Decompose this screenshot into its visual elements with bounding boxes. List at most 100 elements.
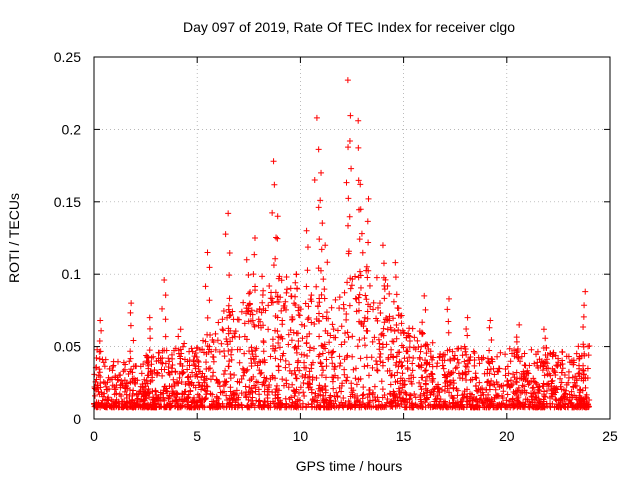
data-point <box>323 374 330 381</box>
data-point <box>291 300 298 307</box>
data-point <box>398 320 405 327</box>
data-point <box>507 377 514 384</box>
data-point <box>285 341 292 348</box>
data-point <box>194 357 201 364</box>
data-point <box>378 378 385 385</box>
data-point <box>115 377 122 384</box>
data-point <box>356 236 363 243</box>
data-point <box>113 403 120 410</box>
data-point <box>223 335 230 342</box>
data-point <box>495 403 502 410</box>
data-point <box>316 333 323 340</box>
data-point <box>298 321 305 328</box>
data-point <box>492 392 499 399</box>
data-point <box>544 360 551 367</box>
data-point <box>205 349 212 356</box>
data-point <box>352 375 359 382</box>
data-point <box>184 398 191 405</box>
data-point <box>202 338 209 345</box>
data-point <box>299 373 306 380</box>
data-point <box>395 326 402 333</box>
data-point <box>378 331 385 338</box>
data-points <box>91 77 593 411</box>
data-point <box>411 334 418 341</box>
data-point <box>463 351 470 358</box>
data-point <box>135 391 142 398</box>
data-point <box>309 374 316 381</box>
data-point <box>283 286 290 293</box>
data-point <box>130 387 137 394</box>
data-point <box>194 344 201 351</box>
data-point <box>522 401 529 408</box>
data-point <box>343 179 350 186</box>
data-point <box>99 356 106 363</box>
data-point <box>160 403 167 410</box>
data-point <box>323 309 330 316</box>
data-point <box>117 372 124 379</box>
data-point <box>446 346 453 353</box>
data-point <box>374 361 381 368</box>
data-point <box>464 332 471 339</box>
data-point <box>152 388 159 395</box>
data-point <box>324 404 331 411</box>
data-point <box>488 400 495 407</box>
data-point <box>540 380 547 387</box>
data-point <box>201 396 208 403</box>
data-point <box>546 370 553 377</box>
data-point <box>260 379 267 386</box>
data-point <box>276 344 283 351</box>
data-point <box>247 355 254 362</box>
data-point <box>461 388 468 395</box>
data-point <box>134 377 141 384</box>
data-point <box>319 220 326 227</box>
data-point <box>582 288 589 295</box>
data-point <box>393 322 400 329</box>
data-point <box>379 330 386 337</box>
data-point <box>481 404 488 411</box>
data-point <box>496 402 503 409</box>
data-point <box>422 377 429 384</box>
data-point <box>285 384 292 391</box>
data-point <box>168 351 175 358</box>
data-point <box>128 300 135 307</box>
data-point <box>127 322 134 329</box>
data-point <box>280 382 287 389</box>
data-point <box>495 368 502 375</box>
data-point <box>430 388 437 395</box>
data-point <box>261 359 268 366</box>
data-point <box>224 341 231 348</box>
data-point <box>295 338 302 345</box>
data-point <box>358 230 365 237</box>
data-point <box>277 397 284 404</box>
data-point <box>336 353 343 360</box>
data-point <box>181 388 188 395</box>
data-point <box>175 400 182 407</box>
data-point <box>176 360 183 367</box>
data-point <box>463 364 470 371</box>
data-point <box>292 371 299 378</box>
data-point <box>245 290 252 297</box>
data-point <box>580 313 587 320</box>
x-tick-label: 25 <box>602 428 618 444</box>
data-point <box>274 385 281 392</box>
data-point <box>338 341 345 348</box>
y-tick-label: 0.25 <box>54 49 81 65</box>
data-point <box>386 367 393 374</box>
data-point <box>521 350 528 357</box>
data-point <box>379 344 386 351</box>
data-point <box>98 327 105 334</box>
data-point <box>169 390 176 397</box>
data-point <box>318 246 325 253</box>
data-point <box>399 395 406 402</box>
data-point <box>121 402 128 409</box>
data-point <box>306 368 313 375</box>
data-point <box>308 292 315 299</box>
data-point <box>256 367 263 374</box>
data-point <box>304 316 311 323</box>
data-point <box>250 356 257 363</box>
data-point <box>472 374 479 381</box>
data-point <box>308 361 315 368</box>
data-point <box>288 293 295 300</box>
data-point <box>429 339 436 346</box>
data-point <box>322 383 329 390</box>
